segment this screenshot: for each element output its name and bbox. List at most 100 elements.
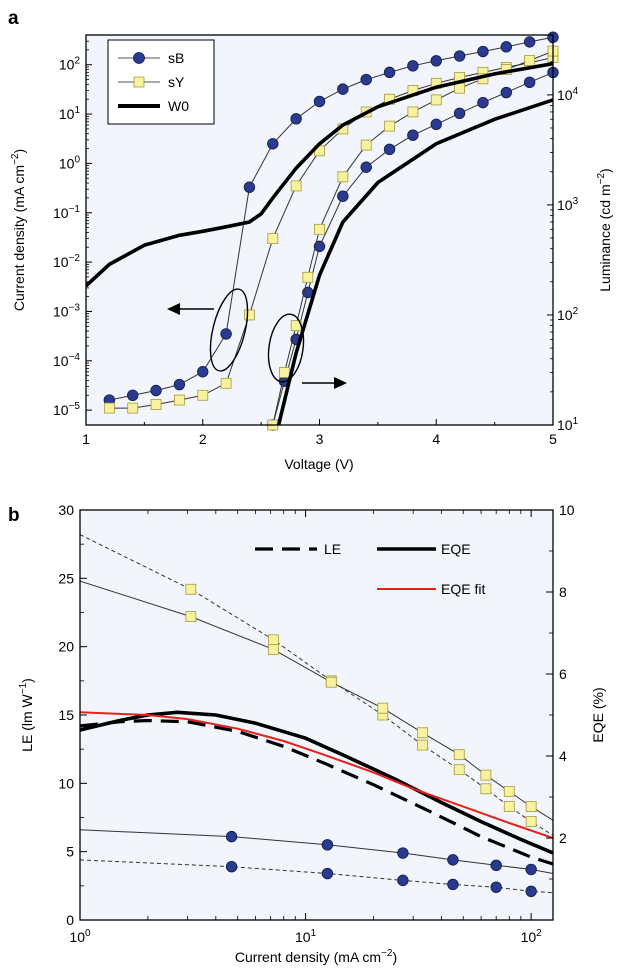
panel-b-x-axis-label: Current density (mA cm−2): [235, 948, 397, 965]
data-point-sb: [407, 60, 419, 72]
b-y-tick-label: 20: [58, 639, 74, 655]
data-point-sb: [220, 328, 232, 340]
a-x-tick-label: 2: [199, 431, 207, 447]
data-point-sy: [267, 233, 279, 244]
data-point-sb: [126, 389, 139, 401]
data-point-sb: [337, 83, 349, 95]
left-arrow-head: [167, 303, 180, 315]
data-point-sb-le: [525, 885, 537, 898]
data-point-sy: [384, 120, 395, 132]
series-line-eqe-fit: [80, 711, 553, 839]
panel-a-legend: sB sY W0: [107, 39, 215, 125]
legend-sB-marker: [133, 52, 145, 64]
data-point-sb-eqe: [525, 863, 537, 876]
data-point-sb: [383, 66, 396, 79]
data-point-sb: [453, 50, 466, 62]
panel-a-y-axis-label: Current density (mA cm−2): [10, 149, 27, 311]
b-y2-tick-label: 8: [559, 584, 567, 600]
a-y2-tick-label: 104: [557, 86, 579, 103]
data-point-sy: [290, 180, 302, 192]
data-point-sy: [314, 223, 325, 235]
series-line-w0: [276, 98, 553, 425]
data-point-sb: [360, 73, 372, 86]
data-point-sy-le: [417, 739, 428, 751]
a-x-tick-label: 5: [549, 431, 557, 447]
data-point-sy-eqe: [377, 702, 389, 714]
a-x-tick-label: 4: [432, 431, 440, 447]
data-point-sy: [524, 55, 536, 66]
b-y-tick-label: 0: [66, 912, 74, 928]
data-point-sy-le: [453, 764, 465, 776]
data-point-sb-le: [225, 861, 238, 873]
data-point-sb: [150, 384, 162, 397]
a-y-tick-label: 10−3: [53, 302, 80, 319]
left-axis-ellipse-annotation: [209, 288, 249, 372]
a-x-tick-label: 3: [316, 431, 324, 447]
data-point-sy: [407, 106, 419, 118]
data-point-sy-le: [267, 634, 279, 646]
a-y2-tick-label: 102: [557, 306, 579, 323]
a-y-tick-label: 10−2: [53, 253, 80, 270]
data-point-sb: [523, 76, 536, 89]
series-line-le: [80, 718, 553, 866]
panel-a-y2-axis-label: Luminance (cd m−2): [596, 168, 613, 291]
panel-a-letter: a: [8, 8, 19, 29]
data-point-sb: [243, 181, 256, 193]
panel-b-data-group: [80, 534, 553, 898]
a-y-tick-label: 102: [59, 56, 81, 73]
panel-b-letter: b: [8, 505, 20, 526]
a-y-tick-label: 10−5: [53, 401, 80, 418]
data-point-sb: [383, 143, 396, 156]
right-arrow-head: [334, 377, 347, 389]
data-point-sy: [244, 309, 255, 321]
b-y-tick-label: 30: [58, 502, 74, 518]
data-point-sb: [197, 366, 209, 378]
legend-EQE-label: EQE: [441, 541, 471, 557]
data-point-sy-le: [480, 783, 492, 795]
data-point-sb: [290, 113, 302, 125]
panel-a-data-group: [86, 31, 559, 431]
data-point-sy: [430, 94, 442, 106]
right-axis-ellipse-annotation: [267, 313, 305, 383]
data-point-sb: [477, 45, 489, 58]
data-point-sb: [173, 378, 186, 391]
panel-b-legend: LE EQE EQE fit: [255, 541, 485, 597]
data-point-sy-eqe: [185, 611, 197, 622]
data-point-sb-le: [397, 874, 409, 887]
data-point-sy-eqe: [525, 801, 537, 812]
data-point-sb-le: [490, 881, 502, 893]
a-x-tick-label: 1: [82, 431, 90, 447]
legend-EQE-fit-label: EQE fit: [441, 581, 485, 597]
data-point-sb: [477, 96, 489, 109]
data-point-sb: [453, 107, 466, 120]
data-point-sy-le: [185, 583, 197, 595]
data-point-sb-eqe: [447, 854, 459, 866]
b-y-tick-label: 15: [58, 707, 74, 723]
data-point-sy: [103, 402, 115, 414]
a-y-tick-label: 101: [59, 105, 81, 122]
data-point-sy: [150, 399, 162, 410]
b-x-tick-label: 102: [521, 928, 543, 945]
legend-LE-label: LE: [324, 541, 341, 557]
data-point-sb: [430, 55, 442, 67]
a-y2-tick-label: 103: [557, 196, 579, 213]
data-point-sy: [337, 171, 349, 183]
data-point-sy-eqe: [267, 644, 279, 655]
data-point-sb: [337, 190, 349, 202]
legend-sY-marker: [133, 76, 145, 88]
panel-b-y-axis-label: LE (lm W−1): [18, 678, 35, 752]
data-point-sb-le: [447, 878, 459, 891]
data-point-sb: [267, 138, 279, 150]
b-x-tick-label: 100: [69, 928, 91, 945]
b-y2-tick-label: 4: [559, 748, 567, 764]
panel-b-y2-axis-label: EQE (%): [590, 687, 606, 742]
data-point-sy-eqe: [503, 786, 515, 797]
b-y2-tick-label: 2: [559, 830, 567, 846]
legend-sY-label: sY: [168, 74, 185, 90]
panel-a-ticks: 1 2 3 4 5 10−5 10−4 10−3 10−2 10−1 100 101 102 101 102…: [53, 40, 579, 447]
legend-W0-label: W0: [168, 98, 189, 114]
data-point-sy: [360, 139, 372, 151]
data-point-sb-eqe: [490, 859, 502, 872]
a-y-tick-label: 100: [59, 154, 81, 171]
data-point-sy: [127, 402, 139, 414]
